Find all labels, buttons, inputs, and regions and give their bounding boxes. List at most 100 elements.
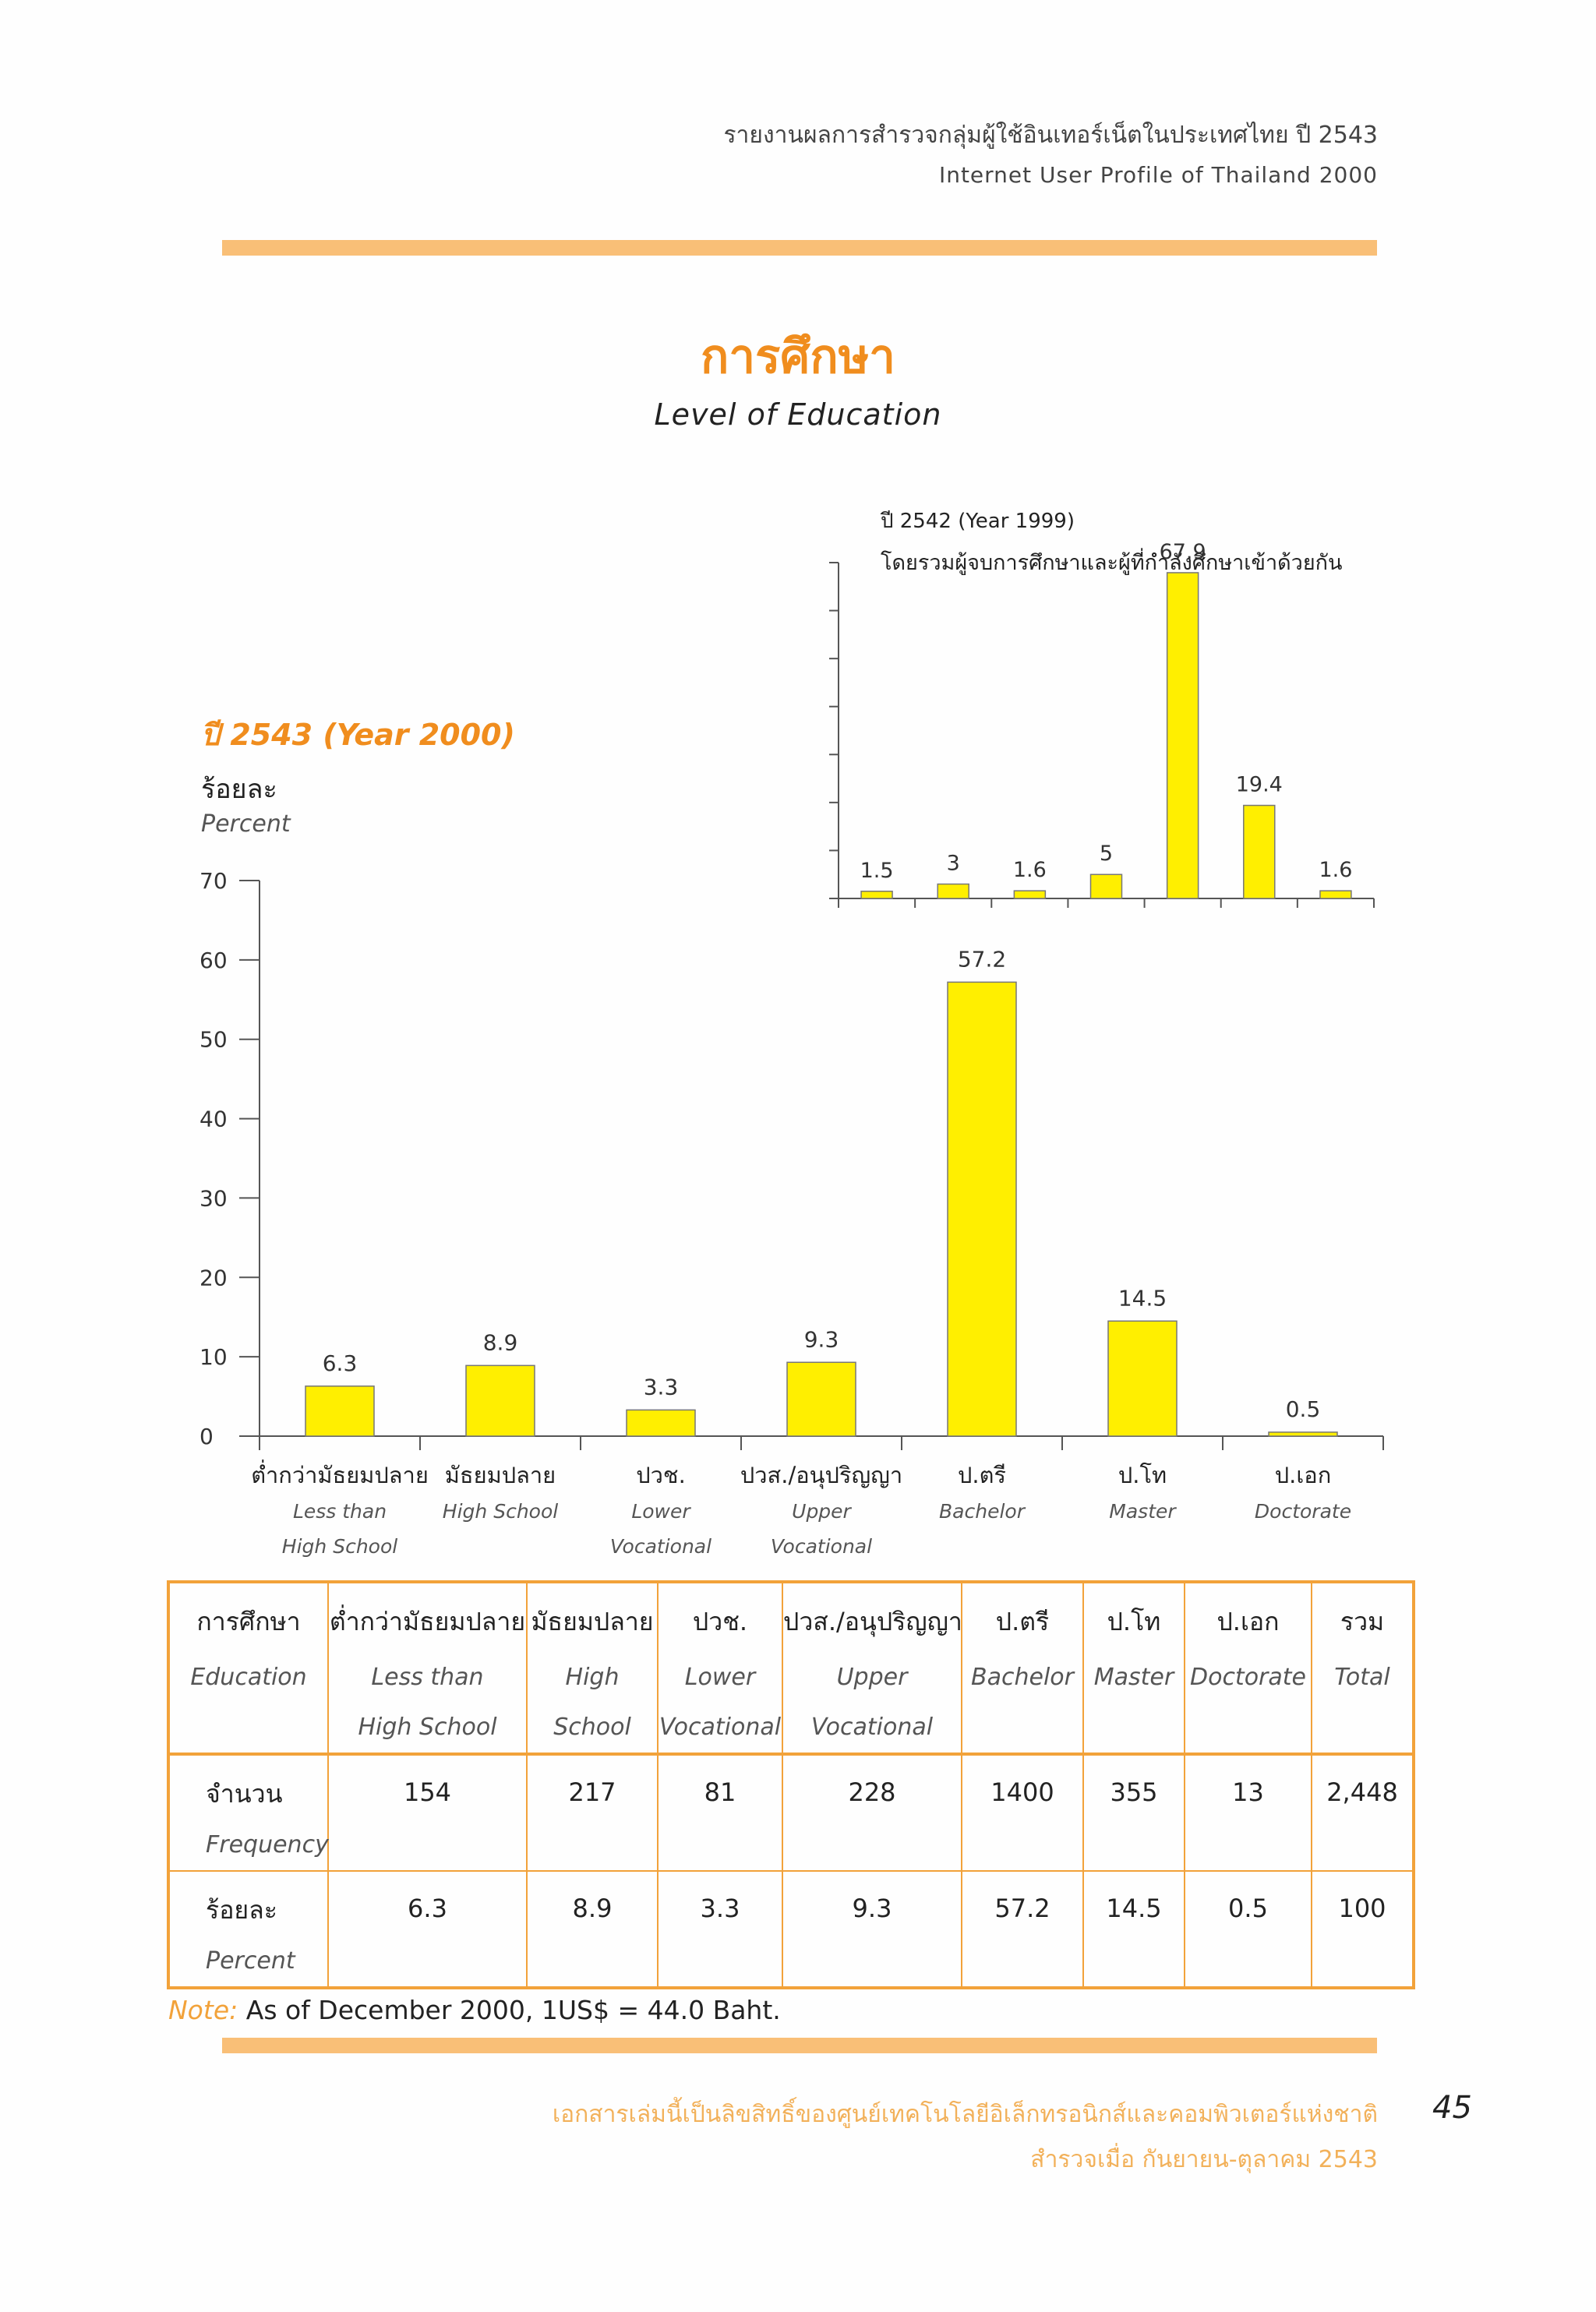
table-cell: 57.2 [961, 1870, 1084, 1989]
table-header-cell: การศึกษา Education [168, 1581, 329, 1755]
y-axis-unit-thai: ร้อยละ [201, 774, 277, 805]
main-y-tick-label: 0 [200, 1424, 214, 1449]
table-header-cell: ป.เอก Doctorate [1184, 1581, 1312, 1755]
main-y-tick-label: 20 [200, 1265, 228, 1290]
inset-bar [937, 883, 969, 899]
table-header-cell: มัธยมปลาย High School [526, 1581, 659, 1755]
education-bar-charts: 0 10 20 30 40 50 60 70 6.3 ต่ำกว่ามัธยมปลาย Less t… [200, 540, 1384, 1558]
inset-bar [1089, 874, 1123, 899]
table-cell: 9.3 [782, 1870, 962, 1989]
main-category-label-english: Lower [631, 1500, 691, 1523]
main-category-label-thai: ปวช. [636, 1462, 686, 1488]
inset-bar-value-label: 1.5 [860, 859, 894, 883]
main-category-label-thai: ปวส./อนุปริญญา [740, 1462, 902, 1489]
main-category-label-english: Bachelor [939, 1500, 1026, 1523]
footer-divider [222, 2038, 1377, 2053]
table-note: Note: As of December 2000, 1US$ = 44.0 B… [168, 1995, 781, 2025]
table-header-cell: ป.โท Master [1082, 1581, 1185, 1755]
table-cell: 217 [526, 1753, 659, 1872]
main-category-label-english: High School [282, 1535, 397, 1558]
note-text: As of December 2000, 1US$ = 44.0 Baht. [245, 1995, 781, 2025]
table-cell: 8.9 [526, 1870, 659, 1989]
main-y-tick-label: 70 [200, 868, 228, 894]
main-bar-value-label: 0.5 [1286, 1396, 1321, 1422]
table-cell: 154 [327, 1753, 528, 1872]
inset-bar [1166, 572, 1199, 899]
inset-bar-value-label: 1.6 [1013, 858, 1047, 882]
table-cell: 13 [1184, 1753, 1312, 1872]
main-bar [947, 981, 1017, 1437]
row-label-percent: ร้อยละ Percent [168, 1870, 329, 1989]
page-subtitle: Level of Education [654, 397, 942, 432]
main-y-tick-label: 60 [200, 948, 228, 973]
inset-bar-value-label: 3 [947, 852, 960, 876]
header-divider [222, 240, 1377, 256]
main-bar [786, 1361, 856, 1437]
table-cell: 1400 [961, 1753, 1084, 1872]
inset-bar-value-label: 19.4 [1236, 773, 1283, 797]
table-cell: 14.5 [1082, 1870, 1185, 1989]
inset-bar [1319, 890, 1352, 899]
education-table: การศึกษา Education ต่ำกว่ามัธยมปลาย Less t… [167, 1580, 1415, 1989]
main-bar [465, 1364, 535, 1437]
main-category-label-thai: ป.ตรี [958, 1462, 1006, 1488]
main-bar [1268, 1431, 1338, 1437]
main-bar-value-label: 14.5 [1118, 1285, 1167, 1311]
main-category-label-english: Vocational [771, 1535, 872, 1558]
main-category-label-english: Vocational [610, 1535, 711, 1558]
table-header-cell: ปวช. Lower Vocational [657, 1581, 783, 1755]
note-label: Note: [168, 1995, 238, 2025]
table-row-frequency: จำนวน Frequency 154 217 81 228 1400 355 1… [168, 1753, 1414, 1872]
main-category-label-thai: ป.เอก [1275, 1462, 1332, 1488]
main-y-tick-label: 10 [200, 1344, 228, 1370]
table-cell: 228 [782, 1753, 962, 1872]
table-row-percent: ร้อยละ Percent 6.3 8.9 3.3 9.3 57.2 14.5 … [168, 1870, 1414, 1989]
inset-chart-year-label: ปี 2542 (Year 1999) [881, 510, 1075, 533]
y-axis-unit-english: Percent [201, 810, 291, 838]
main-y-tick-label: 40 [200, 1107, 228, 1132]
table-header-cell: ป.ตรี Bachelor [961, 1581, 1084, 1755]
inset-chart-description: โดยรวมผู้จบการศึกษาและผู้ที่กำลังศึกษาเข… [881, 551, 1343, 575]
main-category-label-english: Doctorate [1255, 1500, 1351, 1523]
main-bar-value-label: 9.3 [804, 1326, 839, 1352]
main-bar-value-label: 8.9 [483, 1329, 518, 1355]
footer-survey-date: สำรวจเมื่อ กันยายน-ตุลาคม 2543 [1030, 2146, 1378, 2173]
main-y-tick-label: 30 [200, 1185, 228, 1211]
inset-bar [1013, 890, 1047, 899]
main-bar-value-label: 3.3 [644, 1374, 679, 1400]
page-number: 45 [1432, 2090, 1472, 2126]
report-title-thai: รายงานผลการสำรวจกลุ่มผู้ใช้อินเทอร์เน็ตใ… [723, 122, 1378, 149]
main-category-label-english: Upper [792, 1500, 852, 1523]
main-category-label-english: High School [443, 1500, 558, 1523]
report-title-english: Internet User Profile of Thailand 2000 [938, 162, 1378, 188]
main-bar [1107, 1320, 1178, 1437]
table-cell: 3.3 [657, 1870, 783, 1989]
inset-bar-value-label: 67.9 [1160, 540, 1206, 564]
main-category-label-english: Master [1109, 1500, 1177, 1523]
main-bar [626, 1409, 696, 1437]
row-label-frequency: จำนวน Frequency [168, 1753, 329, 1872]
main-category-label-thai: ต่ำกว่ามัธยมปลาย [251, 1460, 429, 1488]
table-header-row: การศึกษา Education ต่ำกว่ามัธยมปลาย Less t… [168, 1581, 1414, 1755]
inset-bar-value-label: 5 [1100, 842, 1113, 866]
table-cell: 6.3 [327, 1870, 528, 1989]
table-cell: 100 [1311, 1870, 1414, 1989]
main-category-label-thai: ป.โท [1118, 1462, 1167, 1488]
table-cell: 355 [1082, 1753, 1185, 1872]
inset-bar-value-label: 1.6 [1319, 858, 1352, 882]
page-title: การศึกษา [701, 330, 895, 384]
table-header-cell: ต่ำกว่ามัธยมปลาย Less than High School [327, 1581, 528, 1755]
table-header-cell: รวม Total [1311, 1581, 1414, 1755]
table-header-cell: ปวส./อนุปริญญา Upper Vocational [782, 1581, 962, 1755]
main-bar-value-label: 6.3 [323, 1350, 358, 1376]
main-chart-year-label: ปี 2543 (Year 2000) [201, 718, 515, 752]
table-cell: 0.5 [1184, 1870, 1312, 1989]
main-bar [305, 1385, 375, 1437]
main-y-tick-label: 50 [200, 1027, 228, 1053]
inset-bar [1243, 804, 1276, 899]
main-category-label-english: Less than [293, 1500, 387, 1523]
table-cell: 81 [657, 1753, 783, 1872]
footer-copyright: เอกสารเล่มนี้เป็นลิขสิทธิ์ของศูนย์เทคโนโ… [552, 2101, 1378, 2128]
main-bar-value-label: 57.2 [958, 946, 1006, 972]
table-cell: 2,448 [1311, 1753, 1414, 1872]
